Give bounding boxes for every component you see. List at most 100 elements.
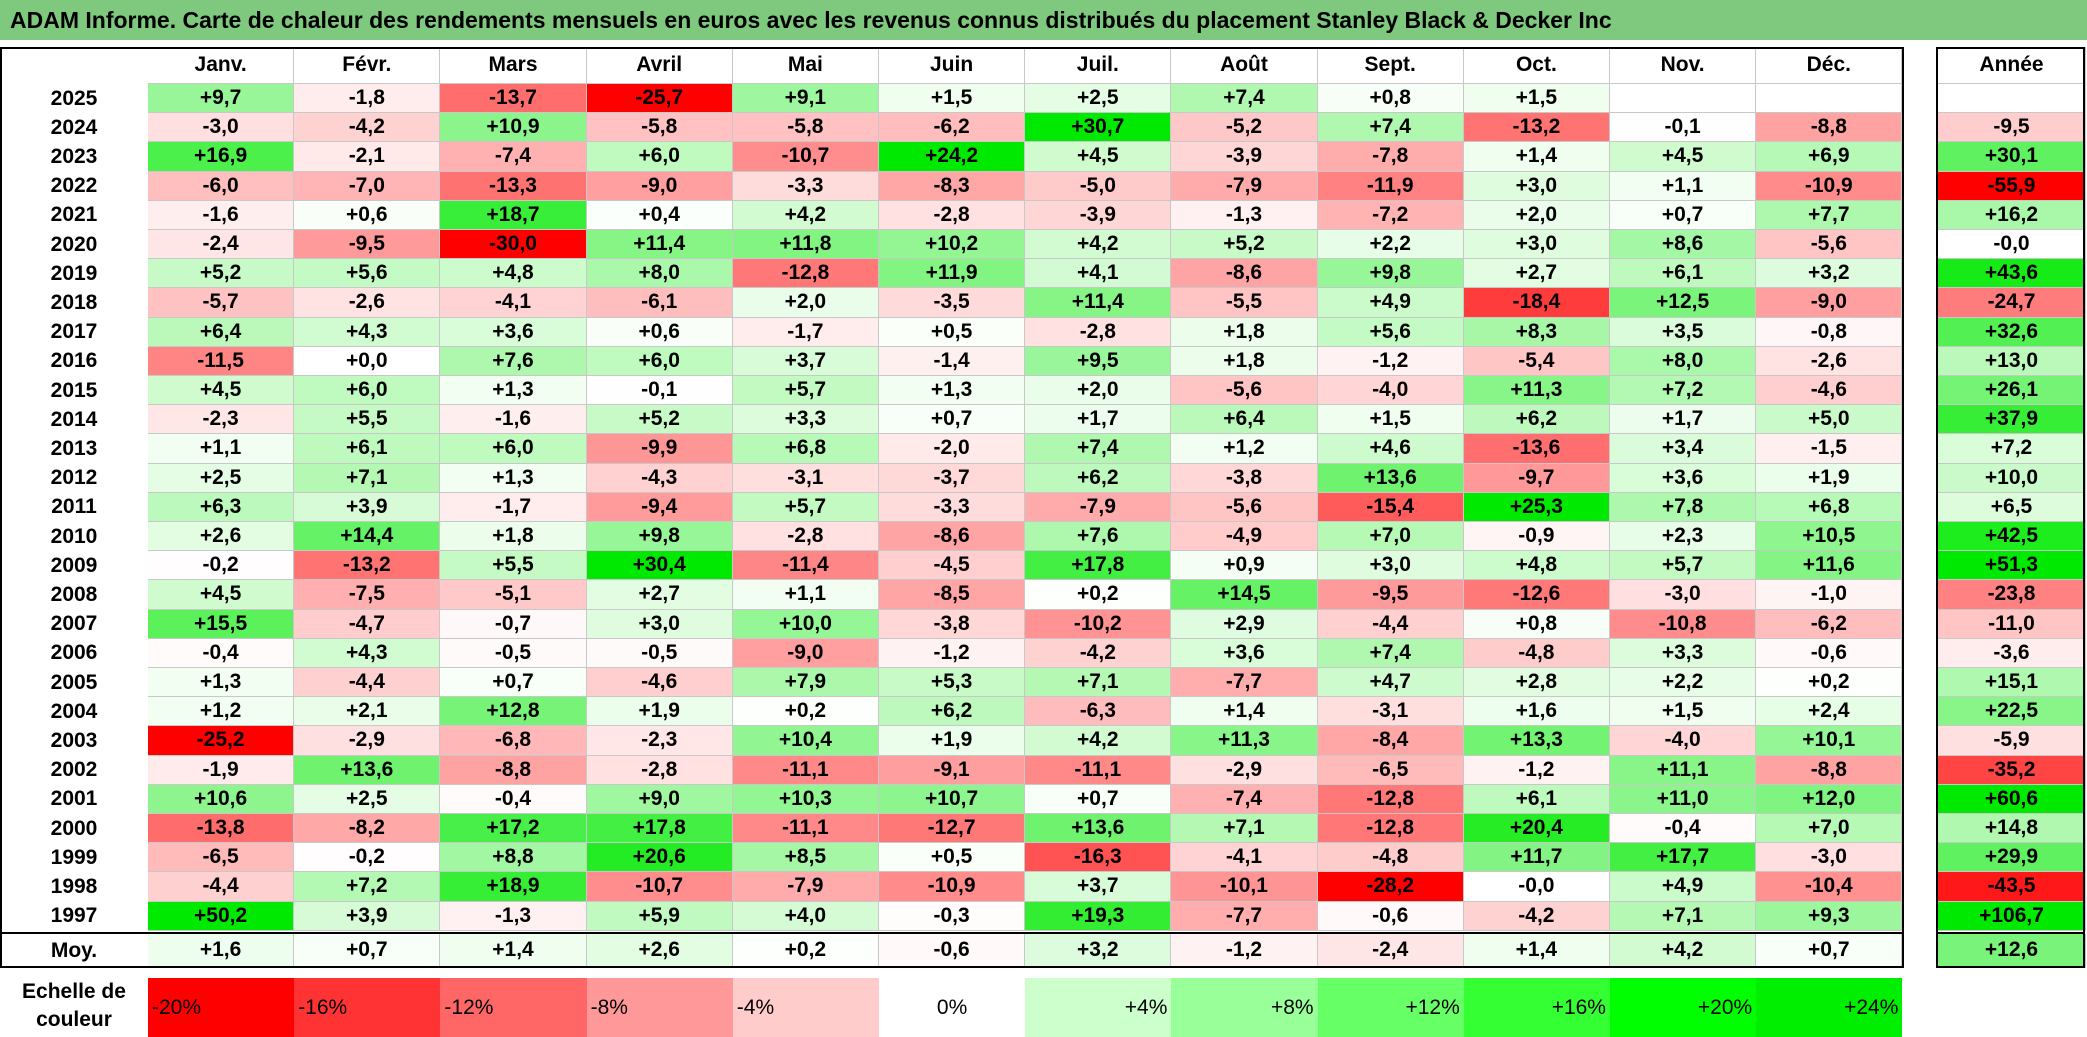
heatmap-cell: -5,2: [1171, 113, 1318, 143]
heatmap-cell: +1,2: [1171, 434, 1318, 464]
heatmap-cell: -1,9: [148, 755, 295, 785]
heatmap-cell: +8,6: [1610, 230, 1757, 260]
year-label: 1998: [50, 874, 98, 898]
heatmap-cell: +0,6: [294, 200, 441, 230]
heatmap-cell: -5,6: [1756, 230, 1903, 260]
heatmap-cell: -0,8: [1756, 317, 1903, 347]
heatmap-cell: +6,4: [148, 317, 295, 347]
heatmap-cell: +0,8: [1317, 84, 1464, 114]
heatmap-cell: -18,4: [1463, 288, 1610, 318]
heatmap-cell: +8,3: [1463, 317, 1610, 347]
heatmap-cell: +1,3: [440, 376, 587, 406]
year-label: 2016: [50, 349, 98, 373]
heatmap-cell: +4,9: [1317, 288, 1464, 318]
heatmap-cell: -12,8: [1317, 814, 1464, 844]
heatmap-cell: -4,6: [1756, 376, 1903, 406]
heatmap-cell: +1,3: [148, 668, 295, 698]
heatmap-cell: +12,8: [440, 697, 587, 727]
heatmap-cell: -5,8: [586, 113, 733, 143]
heatmap-cell: +2,5: [1025, 84, 1172, 114]
heatmap-cell: +1,8: [1171, 346, 1318, 376]
year-label: 2024: [50, 115, 98, 139]
heatmap-cell: -4,1: [440, 288, 587, 318]
heatmap-cell: +8,5: [732, 843, 879, 873]
heatmap-cell: +6,3: [148, 492, 295, 522]
year-label: 2017: [50, 320, 98, 344]
heatmap-cell: -12,8: [732, 259, 879, 289]
heatmap-cell: +7,2: [294, 872, 441, 902]
heatmap-cell: +10,5: [1756, 522, 1903, 552]
heatmap-cell: [1756, 84, 1903, 114]
heatmap-cell: +16,9: [148, 142, 295, 172]
heatmap-cell: +6,2: [1463, 405, 1610, 435]
heatmap-cell: +2,7: [1463, 259, 1610, 289]
heatmap-cell: +1,3: [440, 463, 587, 493]
heatmap-cell: -0,7: [440, 609, 587, 639]
heatmap-cell: +6,1: [1463, 784, 1610, 814]
heatmap-cell: +4,5: [1025, 142, 1172, 172]
heatmap-cell: -3,0: [1756, 843, 1903, 873]
month-header: Déc.: [1756, 47, 1903, 84]
heatmap-cell: -7,9: [1025, 492, 1172, 522]
heatmap-cell: -4,1: [1171, 843, 1318, 873]
heatmap-cell: +7,1: [294, 463, 441, 493]
heatmap-cell: -0,9: [1463, 522, 1610, 552]
year-label: 2019: [50, 261, 98, 285]
heatmap-cell: +3,5: [1610, 317, 1757, 347]
heatmap-cell: +7,8: [1610, 492, 1757, 522]
heatmap-cell: +5,3: [879, 668, 1026, 698]
heatmap-cell: -9,5: [294, 230, 441, 260]
heatmap-cell: +6,2: [879, 697, 1026, 727]
scale-swatch: -12%: [440, 978, 587, 1037]
year-label: 2010: [50, 524, 98, 548]
year-label: 2023: [50, 144, 98, 168]
heatmap-cell: +13,6: [294, 755, 441, 785]
heatmap-cell: +7,1: [1171, 814, 1318, 844]
heatmap-cell: +6,4: [1171, 405, 1318, 435]
year-label: 2001: [50, 787, 98, 811]
year-label: 2021: [50, 203, 98, 227]
heatmap-cell: +6,0: [586, 142, 733, 172]
heatmap-cell: +1,4: [1171, 697, 1318, 727]
heatmap-cell: +6,9: [1756, 142, 1903, 172]
heatmap-cell: +11,0: [1610, 784, 1757, 814]
heatmap-cell: +4,2: [1025, 230, 1172, 260]
heatmap-cell: -0,5: [440, 638, 587, 668]
heatmap-cell: +9,0: [586, 784, 733, 814]
heatmap-cell: -25,2: [148, 726, 295, 756]
heatmap-cell: +7,4: [1317, 113, 1464, 143]
heatmap-cell: +5,9: [586, 901, 733, 931]
heatmap-cell: -4,5: [879, 551, 1026, 581]
heatmap-cell: -8,6: [879, 522, 1026, 552]
year-label: 2012: [50, 466, 98, 490]
heatmap-cell: -11,1: [1025, 755, 1172, 785]
scale-swatch: -20%: [148, 978, 295, 1037]
heatmap-cell: +1,8: [1171, 317, 1318, 347]
annual-cell: +13,0: [1938, 346, 2086, 376]
heatmap-cell: -5,6: [1171, 492, 1318, 522]
heatmap-cell: +3,0: [586, 609, 733, 639]
heatmap-cell: -0,3: [879, 901, 1026, 931]
heatmap-cell: +20,6: [586, 843, 733, 873]
heatmap-cell: -1,3: [440, 901, 587, 931]
heatmap-cell: +19,3: [1025, 901, 1172, 931]
heatmap-cell: +11,7: [1463, 843, 1610, 873]
annual-cell: -23,8: [1938, 580, 2086, 610]
heatmap-cell: +13,6: [1317, 463, 1464, 493]
heatmap-cell: +7,0: [1756, 814, 1903, 844]
heatmap-cell: -4,9: [1171, 522, 1318, 552]
heatmap-cell: -8,4: [1317, 726, 1464, 756]
heatmap-cell: -3,8: [879, 609, 1026, 639]
scale-swatch: +12%: [1317, 978, 1464, 1037]
heatmap-cell: -9,0: [586, 171, 733, 201]
heatmap-cell: -9,1: [879, 755, 1026, 785]
year-label: 2025: [50, 86, 98, 110]
annual-cell: +26,1: [1938, 376, 2086, 406]
heatmap-cell: -7,4: [1171, 784, 1318, 814]
heatmap-cell: +4,2: [732, 200, 879, 230]
heatmap-cell: +30,4: [586, 551, 733, 581]
scale-swatch: +4%: [1025, 978, 1172, 1037]
heatmap-cell: +2,0: [732, 288, 879, 318]
heatmap-cell: +5,5: [440, 551, 587, 581]
heatmap-cell: -9,5: [1317, 580, 1464, 610]
